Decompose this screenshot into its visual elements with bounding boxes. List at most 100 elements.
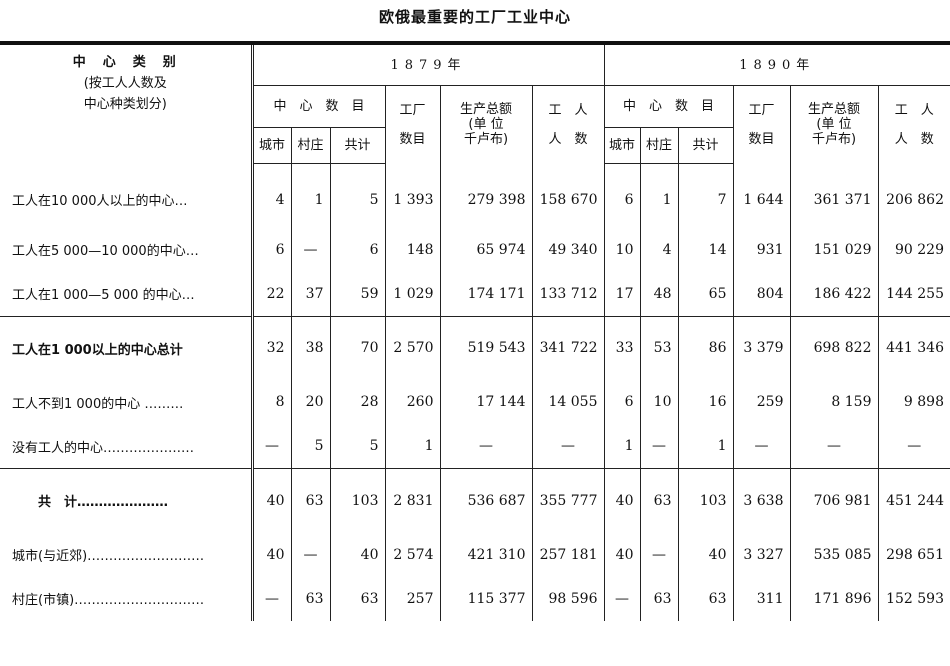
cell-y1890-1: 4 bbox=[639, 227, 678, 272]
workers-header: 工 人人 数 bbox=[531, 85, 604, 164]
cell-y1879-5: 133 712 bbox=[531, 271, 604, 316]
cell-y1890-2: 103 bbox=[677, 468, 733, 533]
cell-y1890-4: 361 371 bbox=[789, 163, 878, 228]
cell-y1890-2: 7 bbox=[677, 163, 733, 228]
cell-y1879-1: — bbox=[290, 227, 330, 272]
cell-y1890-0: 6 bbox=[603, 163, 640, 228]
output-header: 生产总额 (单 位千卢布) bbox=[439, 85, 532, 164]
cell-y1879-0: 40 bbox=[250, 532, 291, 577]
cell-y1890-2: 65 bbox=[677, 271, 733, 316]
cell-y1890-4: 151 029 bbox=[789, 227, 878, 272]
cell-y1879-4: — bbox=[439, 424, 532, 469]
cell-y1879-3: 1 029 bbox=[384, 271, 440, 316]
year-1879-header: 1879年 bbox=[250, 43, 604, 86]
factories-header-1890-1: 工厂 bbox=[748, 102, 775, 118]
cell-y1879-4: 519 543 bbox=[439, 315, 532, 380]
row-label: 工人不到1 000的中心 ……… bbox=[12, 396, 184, 412]
output-header-1890-3: 千卢布) bbox=[811, 132, 857, 148]
table-row: 村庄(市镇)………………………… —63 63 257 115 377 98 596—63… bbox=[0, 576, 950, 621]
workers-header-1: 工 人 bbox=[548, 102, 588, 118]
row-label: 村庄(市镇)………………………… bbox=[12, 593, 205, 608]
row-label: 工人在1 000以上的中心总计 bbox=[0, 315, 252, 380]
cell-y1879-0: — bbox=[250, 576, 291, 621]
cell-y1879-4: 65 974 bbox=[439, 227, 532, 272]
cell-y1890-3: 3 379 bbox=[732, 315, 790, 380]
cell-y1879-0: 4 bbox=[250, 163, 291, 228]
cell-y1890-4: 171 896 bbox=[789, 576, 878, 621]
cell-y1879-2: 63 bbox=[329, 576, 385, 621]
cell-y1890-1: — bbox=[639, 532, 678, 577]
cell-y1890-0: 10 bbox=[603, 227, 640, 272]
cell-y1890-2: 14 bbox=[677, 227, 733, 272]
cell-y1879-0: 40 bbox=[250, 468, 291, 533]
cell-y1879-3: 257 bbox=[384, 576, 440, 621]
cell-y1879-3: 1 393 bbox=[384, 163, 440, 228]
cell-y1879-2: 28 bbox=[329, 380, 385, 424]
factories-header-1890-2: 数目 bbox=[748, 131, 775, 147]
cell-y1890-3: 259 bbox=[732, 380, 790, 424]
cell-y1890-4: 698 822 bbox=[789, 315, 878, 380]
workers-header-2: 人 数 bbox=[548, 131, 588, 147]
table-body: 工人在10 000人以上的中心… 4 1 5 1 393 279 398 158 670 6 1… bbox=[0, 163, 950, 621]
cell-y1879-0: 6 bbox=[250, 227, 291, 272]
table-row: 工人不到1 000的中心 ……… 8 20 28 260 17 144 14 055 6 10 1… bbox=[0, 380, 950, 424]
cell-y1879-5: 98 596 bbox=[531, 576, 604, 621]
cell-y1879-1: 38 bbox=[290, 315, 330, 380]
category-note-1: (按工人人数及 bbox=[83, 76, 167, 91]
sub-village: 村庄 bbox=[290, 127, 330, 164]
cell-y1879-2: 59 bbox=[329, 271, 385, 316]
cell-y1879-0: — bbox=[250, 424, 291, 469]
output-header-1890-1: 生产总额 bbox=[807, 102, 860, 118]
sub-village-1890: 村庄 bbox=[639, 127, 678, 164]
cell-y1879-4: 279 398 bbox=[439, 163, 532, 228]
cell-y1890-5: 441 346 bbox=[877, 315, 950, 380]
cell-y1879-3: 148 bbox=[384, 227, 440, 272]
cell-y1890-3: 931 bbox=[732, 227, 790, 272]
cell-y1890-1: 1 bbox=[639, 163, 678, 228]
cell-y1879-4: 115 377 bbox=[439, 576, 532, 621]
output-header-3: 千卢布) bbox=[463, 132, 509, 148]
cell-y1879-2: 103 bbox=[329, 468, 385, 533]
cell-y1890-3: — bbox=[732, 424, 790, 469]
table-row: 没有工人的中心………………… —5 5 1— —1—1— — — bbox=[0, 424, 950, 469]
cell-y1890-2: 86 bbox=[677, 315, 733, 380]
cell-y1879-1: 63 bbox=[290, 468, 330, 533]
year-1890-header: 1890年 bbox=[603, 43, 950, 86]
factories-header: 工厂 数目 bbox=[384, 85, 440, 164]
cell-y1879-5: 158 670 bbox=[531, 163, 604, 228]
cell-y1879-5: 14 055 bbox=[531, 380, 604, 424]
factories-header-1: 工厂 bbox=[399, 102, 426, 118]
cell-y1879-2: 70 bbox=[329, 315, 385, 380]
cell-y1890-1: 48 bbox=[639, 271, 678, 316]
cell-y1890-2: 63 bbox=[677, 576, 733, 621]
cell-y1890-0: 6 bbox=[603, 380, 640, 424]
row-label: 工人在5 000—10 000的中心… bbox=[12, 244, 199, 259]
table-row: 工人在1 000以上的中心总计 32 38 70 2 570 519 543 341 722… bbox=[0, 315, 950, 380]
cell-y1890-4: 8 159 bbox=[789, 380, 878, 424]
table-row: 城市(与近郊)……………………… 40—40 2 574 421 310 257 181… bbox=[0, 532, 950, 577]
factories-header-1890: 工厂 数目 bbox=[732, 85, 790, 164]
cell-y1879-5: 257 181 bbox=[531, 532, 604, 577]
category-header: 中 心 类 别 (按工人人数及 中心种类划分) bbox=[0, 43, 252, 164]
row-label: 没有工人的中心………………… bbox=[12, 440, 195, 456]
row-label: 工人在10 000人以上的中心… bbox=[12, 194, 188, 209]
table-row: 共 计………………… 40 63 103 2 831 536 687 355 777 40 63… bbox=[0, 468, 950, 533]
cell-y1890-5: 9 898 bbox=[877, 380, 950, 424]
table-title: 欧俄最重要的工厂工业中心 bbox=[378, 8, 571, 26]
row-label: 共 计………………… bbox=[0, 468, 252, 533]
centers-count-header: 中 心 数 目 bbox=[250, 85, 385, 128]
workers-header-1890-2: 人 数 bbox=[894, 131, 934, 147]
cell-y1890-0: 40 bbox=[603, 468, 640, 533]
cell-y1879-3: 2 570 bbox=[384, 315, 440, 380]
cell-y1879-0: 32 bbox=[250, 315, 291, 380]
cell-y1879-1: 63 bbox=[290, 576, 330, 621]
cell-y1879-0: 22 bbox=[250, 271, 291, 316]
cell-y1879-2: 5 bbox=[329, 163, 385, 228]
cell-y1890-4: 706 981 bbox=[789, 468, 878, 533]
table-row: 工人在1 000—5 000 的中心… 22 37 59 1 029 174 171 133… bbox=[0, 271, 950, 316]
cell-y1890-4: — bbox=[789, 424, 878, 469]
cell-y1890-5: 152 593 bbox=[877, 576, 950, 621]
cell-y1890-5: 298 651 bbox=[877, 532, 950, 577]
cell-y1879-1: 5 bbox=[290, 424, 330, 469]
cell-y1879-5: 355 777 bbox=[531, 468, 604, 533]
